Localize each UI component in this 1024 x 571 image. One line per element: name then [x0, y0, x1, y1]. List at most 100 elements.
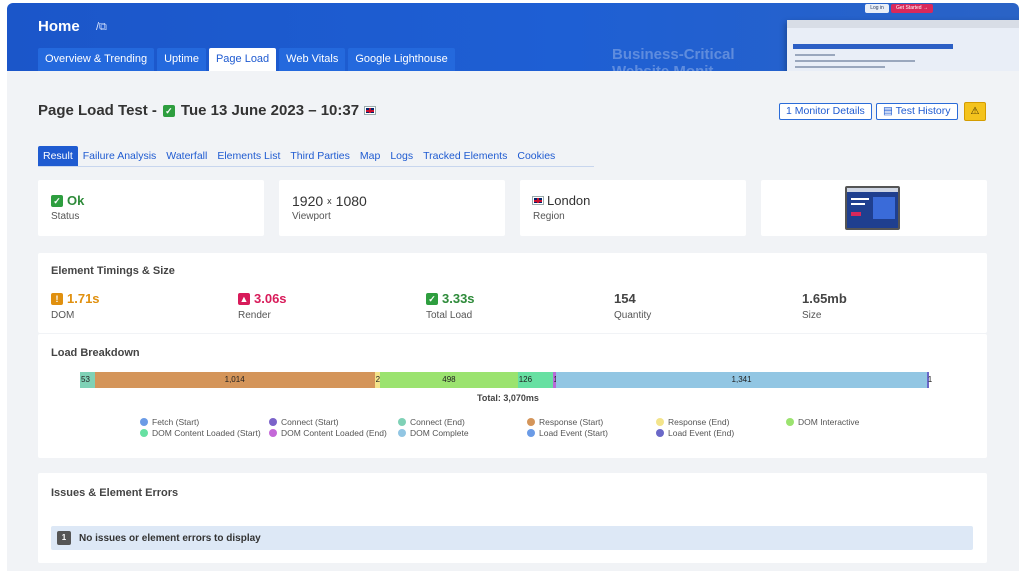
tab-failure-analysis[interactable]: Failure Analysis: [82, 150, 157, 162]
viewport-label: Viewport: [292, 211, 331, 222]
external-link-icon[interactable]: /⧉: [96, 21, 107, 33]
viewport-value: 1920 x 1080: [292, 193, 367, 209]
exclamation-icon: !: [51, 292, 63, 305]
status-text: Ok: [67, 193, 85, 208]
check-icon: ✓: [162, 104, 175, 117]
legend-item: DOM Interactive: [786, 417, 859, 427]
screenshot-card[interactable]: [761, 180, 987, 236]
legend-label: DOM Content Loaded (Start): [152, 428, 261, 438]
size-value: 1.65mb: [802, 291, 847, 306]
quantity-value: 154: [614, 291, 636, 306]
viewport-times: x: [327, 196, 332, 206]
issues-heading: Issues & Element Errors: [51, 487, 179, 499]
test-title: Page Load Test - ✓ Tue 13 June 2023 – 10…: [38, 102, 377, 119]
legend-label: Load Event (End): [668, 428, 735, 438]
render-label: Render: [238, 310, 271, 321]
tab-uptime[interactable]: Uptime: [157, 48, 206, 71]
uk-flag-icon: [532, 196, 544, 205]
legend-label: Fetch (Start): [152, 417, 200, 427]
check-icon: ✓: [51, 194, 63, 207]
monitor-details-button[interactable]: 1 Monitor Details: [779, 103, 872, 120]
breakdown-segment-label: 20: [376, 372, 385, 388]
legend-dot: [140, 418, 148, 426]
breakdown-segment[interactable]: [374, 372, 381, 388]
render-value: 3.06s: [254, 291, 287, 306]
legend-dot: [398, 418, 406, 426]
tab-elements-list[interactable]: Elements List: [217, 150, 281, 162]
tab-google-lighthouse[interactable]: Google Lighthouse: [348, 48, 455, 71]
total-load-label: Total Load: [426, 310, 473, 321]
promo-line-1: Business-Critical: [612, 46, 735, 63]
title-prefix: Page Load Test -: [38, 102, 157, 119]
tab-overview-trending[interactable]: Overview & Trending: [38, 48, 155, 71]
tab-waterfall[interactable]: Waterfall: [166, 150, 208, 162]
header-banner: Home /⧉ Business-Critical Website Monit.…: [7, 3, 1019, 71]
legend-dot: [140, 429, 148, 437]
tab-web-vitals[interactable]: Web Vitals: [279, 48, 346, 71]
legend-item: Load Event (Start): [527, 428, 608, 438]
viewport-card: 1920 x 1080 Viewport: [279, 180, 505, 236]
breakdown-card: [38, 334, 987, 458]
tab-logs[interactable]: Logs: [390, 150, 414, 162]
breakdown-segment[interactable]: [80, 372, 95, 388]
metric-render: ▲ 3.06s Render: [238, 291, 287, 321]
region-value: London: [532, 193, 591, 208]
legend-dot: [398, 429, 406, 437]
breakdown-segment[interactable]: [556, 372, 927, 388]
legend-dot: [527, 418, 535, 426]
breakdown-segment-label: 126: [518, 375, 533, 384]
metric-size: 1.65mb Size: [802, 291, 847, 321]
tab-tracked-elements[interactable]: Tracked Elements: [423, 150, 508, 162]
result-tabs: Result Failure Analysis Waterfall Elemen…: [38, 146, 594, 167]
breakdown-segment[interactable]: [552, 372, 557, 388]
promo-get-started-button: Get Started →: [891, 4, 933, 13]
legend-label: Load Event (Start): [539, 428, 608, 438]
total-time-label: Total: 3,070ms: [477, 393, 539, 403]
uk-flag-icon: [364, 106, 377, 115]
legend-item: Response (End): [656, 417, 729, 427]
title-date: Tue 13 June 2023 – 10:37: [180, 102, 360, 119]
legend-label: DOM Content Loaded (End): [281, 428, 387, 438]
breakdown-segment[interactable]: [926, 372, 929, 388]
legend-label: Connect (End): [410, 417, 465, 427]
check-icon: ✓: [426, 292, 438, 305]
warning-icon[interactable]: ⚠: [964, 102, 986, 121]
total-load-value: 3.33s: [442, 291, 475, 306]
breakdown-segment[interactable]: [380, 372, 518, 388]
promo-text: Business-Critical Website Monit...: [612, 46, 735, 71]
timings-heading: Element Timings & Size: [51, 265, 175, 277]
legend-item: DOM Complete: [398, 428, 469, 438]
tab-page-load[interactable]: Page Load: [208, 48, 277, 71]
status-label: Status: [51, 211, 80, 222]
legend-label: DOM Complete: [410, 428, 469, 438]
tab-cookies[interactable]: Cookies: [517, 150, 556, 162]
legend-dot: [269, 418, 277, 426]
legend-label: Connect (Start): [281, 417, 339, 427]
quantity-label: Quantity: [614, 310, 652, 321]
issues-message: No issues or element errors to display: [79, 532, 261, 544]
warning-triangle-icon: ▲: [238, 292, 250, 305]
test-history-button[interactable]: ▤ Test History: [876, 103, 958, 120]
status-card: ✓ Ok Status: [38, 180, 264, 236]
page-screenshot-thumbnail[interactable]: [845, 186, 900, 230]
legend-dot: [527, 429, 535, 437]
metric-quantity: 154 Quantity: [614, 291, 651, 321]
tab-third-parties[interactable]: Third Parties: [290, 150, 350, 162]
legend-item: Connect (End): [398, 417, 465, 427]
breakdown-segment-label: 498: [442, 375, 456, 384]
legend-item: DOM Content Loaded (End): [269, 428, 387, 438]
legend-item: Connect (Start): [269, 417, 339, 427]
breakdown-segment-label: 1,341: [731, 375, 752, 384]
breakdown-segment[interactable]: [517, 372, 553, 388]
legend-item: DOM Content Loaded (Start): [140, 428, 261, 438]
tab-map[interactable]: Map: [359, 150, 381, 162]
breakdown-segment-label: 1: [927, 375, 933, 384]
region-text: London: [547, 193, 591, 208]
app-window: Home /⧉ Business-Critical Website Monit.…: [7, 3, 1019, 571]
promo-line-2: Website Monit...: [612, 63, 735, 71]
status-value: ✓ Ok: [51, 193, 84, 208]
breakdown-segment[interactable]: [94, 372, 375, 388]
tab-result[interactable]: Result: [38, 146, 78, 166]
promo-login-button: Log in: [865, 4, 889, 13]
legend-item: Response (Start): [527, 417, 603, 427]
